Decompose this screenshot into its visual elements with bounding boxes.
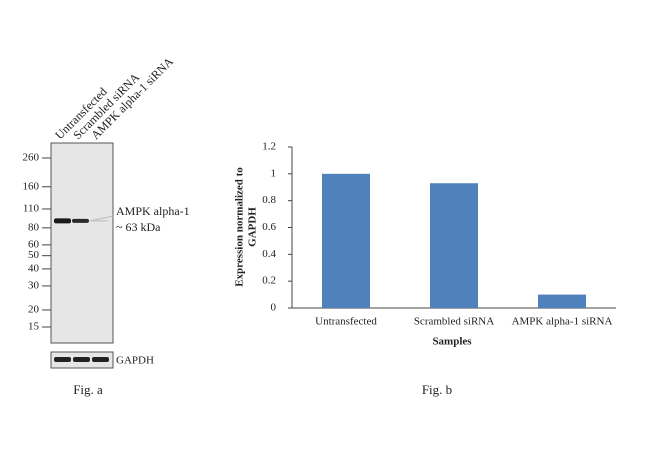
y-tick-label: 1.2 bbox=[262, 141, 276, 153]
bar bbox=[322, 173, 370, 308]
loading-control-label: GAPDH bbox=[116, 355, 154, 367]
y-tick-label: 0.8 bbox=[262, 194, 276, 206]
gapdh-band bbox=[92, 357, 109, 362]
band-label: ~ 63 kDa bbox=[116, 220, 161, 234]
x-tick-label: AMPK alpha-1 siRNA bbox=[512, 316, 613, 328]
y-axis-title: GAPDH bbox=[247, 207, 259, 247]
y-tick-label: 1 bbox=[271, 167, 277, 179]
gapdh-band bbox=[54, 357, 71, 362]
marker-label: 110 bbox=[23, 202, 40, 214]
marker-label: 260 bbox=[23, 152, 40, 164]
gapdh-band bbox=[73, 357, 90, 362]
marker-label: 40 bbox=[28, 262, 40, 274]
marker-label: 160 bbox=[23, 180, 40, 192]
band-pointer bbox=[89, 215, 115, 222]
y-tick-label: 0.2 bbox=[262, 275, 276, 287]
marker-label: 20 bbox=[28, 303, 40, 315]
y-tick-label: 0.6 bbox=[262, 221, 276, 233]
bar bbox=[538, 294, 586, 308]
y-axis-title: Expression normalized to bbox=[234, 167, 246, 287]
marker-label: 50 bbox=[28, 249, 40, 261]
marker-label: 60 bbox=[28, 238, 40, 250]
caption: Fig. a bbox=[73, 382, 103, 397]
protein-band bbox=[91, 219, 108, 222]
bar bbox=[430, 183, 478, 308]
marker-label: 30 bbox=[28, 279, 40, 291]
band-label: AMPK alpha-1 bbox=[116, 204, 190, 218]
x-tick-label: Untransfected bbox=[315, 316, 377, 328]
marker-label: 80 bbox=[28, 221, 40, 233]
y-tick-label: 0.4 bbox=[262, 248, 276, 260]
caption: Fig. b bbox=[422, 382, 452, 397]
protein-band bbox=[72, 218, 89, 223]
blot-membrane bbox=[50, 142, 114, 344]
marker-label: 15 bbox=[28, 321, 40, 333]
x-axis-title: Samples bbox=[432, 336, 472, 348]
x-tick-label: Scrambled siRNA bbox=[414, 316, 494, 328]
protein-band bbox=[54, 218, 71, 224]
y-tick-label: 0 bbox=[271, 302, 277, 314]
